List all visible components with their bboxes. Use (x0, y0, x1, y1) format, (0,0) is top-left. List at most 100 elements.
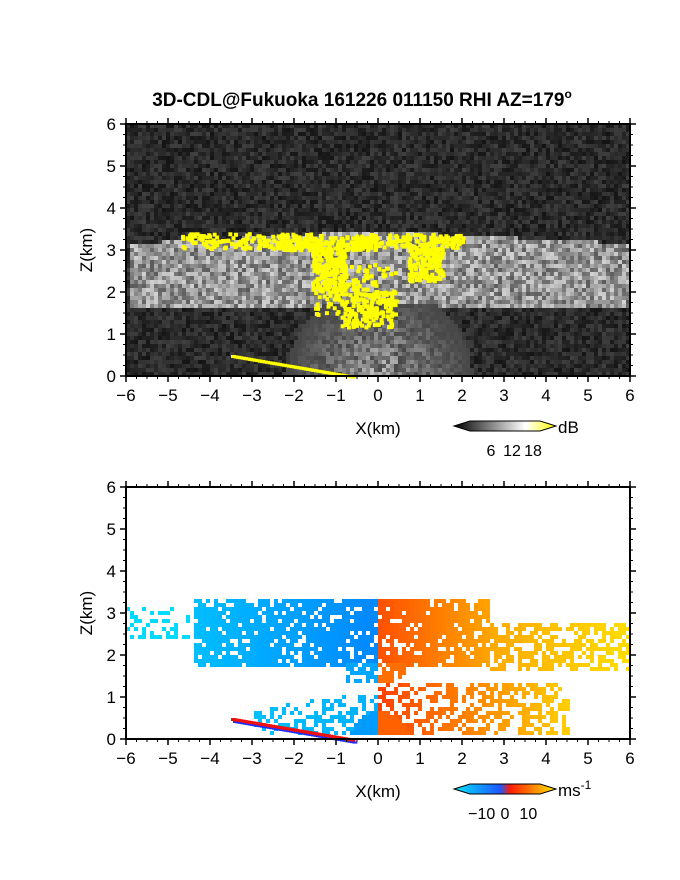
reflectivity-cell (262, 368, 266, 372)
reflectivity-cell (162, 348, 166, 352)
reflectivity-cell (266, 224, 270, 228)
reflectivity-cell (174, 352, 178, 356)
reflectivity-cell (402, 360, 406, 364)
reflectivity-cell (246, 352, 250, 356)
reflectivity-cell (218, 336, 222, 340)
reflectivity-cell (270, 356, 274, 360)
reflectivity-cell (158, 240, 162, 244)
reflectivity-cell (262, 124, 266, 128)
reflectivity-cell (246, 360, 250, 364)
reflectivity-cell (242, 160, 246, 164)
reflectivity-cell (270, 348, 274, 352)
reflectivity-cell (350, 184, 354, 188)
reflectivity-cell (386, 284, 390, 288)
reflectivity-cell (254, 336, 258, 340)
reflectivity-cell (422, 340, 426, 344)
reflectivity-cell (234, 320, 238, 324)
reflectivity-cell (138, 128, 142, 132)
reflectivity-cell (402, 256, 406, 260)
reflectivity-cell (350, 360, 354, 364)
reflectivity-cell (250, 296, 254, 300)
reflectivity-cell (262, 348, 266, 352)
reflectivity-cell (378, 224, 382, 228)
reflectivity-cell (158, 332, 162, 336)
reflectivity-cell (214, 364, 218, 368)
reflectivity-cell (210, 280, 214, 284)
reflectivity-cell (366, 356, 370, 360)
reflectivity-cell (402, 292, 406, 296)
reflectivity-cell (202, 304, 206, 308)
reflectivity-cell (402, 196, 406, 200)
reflectivity-cell (342, 368, 346, 372)
reflectivity-cell (394, 204, 398, 208)
reflectivity-cell (162, 320, 166, 324)
reflectivity-cell (266, 372, 270, 376)
reflectivity-cell (370, 332, 374, 336)
reflectivity-cell (174, 220, 178, 224)
reflectivity-cell (166, 280, 170, 284)
reflectivity-cell (270, 140, 274, 144)
reflectivity-cell (218, 236, 222, 240)
reflectivity-cell (426, 168, 430, 172)
reflectivity-cell (190, 352, 194, 356)
reflectivity-cell (350, 260, 354, 264)
reflectivity-cell (338, 368, 342, 372)
reflectivity-cell (394, 140, 398, 144)
reflectivity-cell (134, 260, 138, 264)
reflectivity-cell (226, 224, 230, 228)
reflectivity-cell (378, 276, 382, 280)
reflectivity-cell (222, 132, 226, 136)
reflectivity-cell (186, 212, 190, 216)
reflectivity-cell (402, 152, 406, 156)
reflectivity-cell (390, 288, 394, 292)
reflectivity-cell (226, 296, 230, 300)
reflectivity-cell (298, 184, 302, 188)
reflectivity-cell (406, 292, 410, 296)
reflectivity-cell (214, 260, 218, 264)
reflectivity-cell (178, 304, 182, 308)
reflectivity-cell (270, 172, 274, 176)
reflectivity-cell (410, 128, 414, 132)
reflectivity-cell (226, 364, 230, 368)
reflectivity-cell (346, 304, 350, 308)
reflectivity-cell (374, 352, 378, 356)
reflectivity-cell (410, 196, 414, 200)
reflectivity-cell (150, 344, 154, 348)
reflectivity-cell (410, 228, 414, 232)
reflectivity-cell (350, 340, 354, 344)
reflectivity-cell (310, 164, 314, 168)
reflectivity-cell (414, 212, 418, 216)
reflectivity-cell (302, 348, 306, 352)
reflectivity-cell (254, 188, 258, 192)
reflectivity-cell (158, 340, 162, 344)
reflectivity-cell (346, 368, 350, 372)
reflectivity-cell (130, 192, 134, 196)
reflectivity-cell (358, 356, 362, 360)
reflectivity-cell (434, 360, 438, 364)
reflectivity-cell (138, 324, 142, 328)
reflectivity-cell (150, 240, 154, 244)
reflectivity-cell (310, 228, 314, 232)
reflectivity-cell (434, 332, 438, 336)
reflectivity-cell (302, 256, 306, 260)
reflectivity-cell (158, 156, 162, 160)
reflectivity-cell (214, 284, 218, 288)
reflectivity-cell (250, 232, 254, 236)
reflectivity-cell (338, 196, 342, 200)
reflectivity-cell (218, 128, 222, 132)
reflectivity-cell (174, 308, 178, 312)
reflectivity-cell (130, 296, 134, 300)
reflectivity-cell (262, 180, 266, 184)
reflectivity-cell (406, 192, 410, 196)
reflectivity-cell (434, 300, 438, 304)
reflectivity-cell (254, 168, 258, 172)
reflectivity-cell (286, 168, 290, 172)
reflectivity-cell (250, 148, 254, 152)
reflectivity-cell (226, 216, 230, 220)
reflectivity-cell (222, 280, 226, 284)
reflectivity-cell (186, 128, 190, 132)
reflectivity-cell (314, 200, 318, 204)
reflectivity-cell (282, 276, 286, 280)
reflectivity-cell (418, 336, 422, 340)
reflectivity-cell (442, 156, 446, 160)
